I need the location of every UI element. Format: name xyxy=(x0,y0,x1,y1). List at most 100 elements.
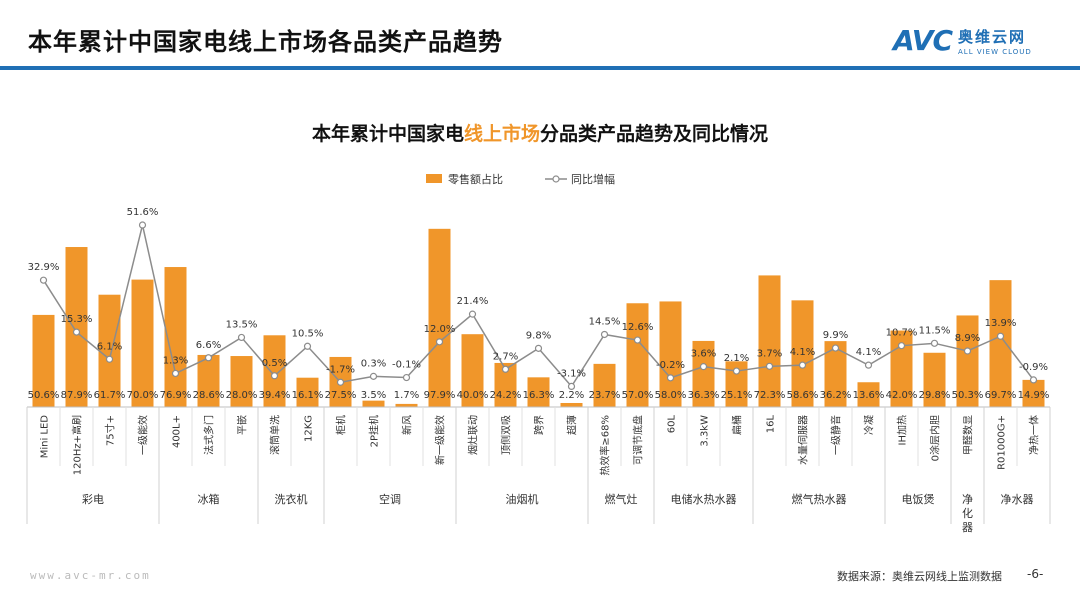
page-title: 本年累计中国家电线上市场各品类产品趋势 xyxy=(28,28,503,56)
share-bar xyxy=(32,314,55,407)
share-bar xyxy=(758,275,781,407)
share-bar xyxy=(461,334,484,407)
share-bar xyxy=(164,267,187,407)
share-value-label: 16.1% xyxy=(292,390,324,401)
growth-value-label: 4.1% xyxy=(856,347,881,358)
category-tick-label: 新一级能效 xyxy=(434,415,447,465)
share-bar xyxy=(857,382,880,407)
share-value-label: 27.5% xyxy=(325,390,357,401)
growth-value-label: 0.5% xyxy=(262,358,287,369)
growth-point xyxy=(171,369,180,378)
share-value-label: 23.7% xyxy=(589,390,621,401)
share-bar xyxy=(65,247,88,407)
growth-point xyxy=(468,310,477,318)
category-tick-label: 0涂层内胆 xyxy=(929,415,942,461)
group-label: 空调 xyxy=(379,492,401,506)
category-tick-label: 一级能效 xyxy=(137,415,150,455)
chart-title-suffix: 分品类产品趋势及同比情况 xyxy=(540,123,769,145)
growth-value-label: 0.3% xyxy=(361,358,386,369)
growth-value-label: -0.1% xyxy=(392,360,421,371)
category-tick-label: 3.3kW xyxy=(700,415,711,447)
growth-point xyxy=(237,333,246,342)
growth-value-label: 8.9% xyxy=(955,333,980,344)
growth-value-label: -3.1% xyxy=(557,368,586,379)
growth-value-label: 13.5% xyxy=(226,319,258,330)
share-value-label: 28.6% xyxy=(193,390,225,401)
share-bar xyxy=(296,377,319,407)
group-label: 彩电 xyxy=(82,493,104,506)
chart-title: 本年累计中国家电线上市场分品类产品趋势及同比情况 xyxy=(0,119,1080,146)
share-bar xyxy=(428,228,451,407)
share-value-label: 42.0% xyxy=(886,390,918,401)
share-bar xyxy=(362,400,385,407)
growth-point xyxy=(138,221,147,229)
share-bar xyxy=(692,340,715,407)
logo-english-name: ALL VIEW CLOUD xyxy=(958,47,1032,56)
category-tick-label: 75寸+ xyxy=(104,415,117,446)
category-tick-label: Mini LED xyxy=(40,415,51,459)
growth-value-label: 9.8% xyxy=(526,330,551,341)
growth-point xyxy=(567,382,576,390)
share-value-label: 58.6% xyxy=(787,390,819,401)
footer-url: www.avc-mr.com xyxy=(30,569,151,582)
growth-point xyxy=(963,347,972,355)
group-label: 洗衣机 xyxy=(275,492,308,506)
growth-value-label: 11.5% xyxy=(919,325,951,336)
growth-point xyxy=(270,372,279,380)
category-tick-label: 水量伺服器 xyxy=(797,415,810,465)
share-bar xyxy=(98,294,121,407)
growth-point xyxy=(303,342,312,350)
category-tick-label: IH加热 xyxy=(896,415,909,445)
chart-legend: 零售额占比 同比增幅 xyxy=(426,172,615,186)
growth-point xyxy=(831,344,840,352)
share-bar xyxy=(824,341,847,407)
share-value-label: 13.6% xyxy=(853,390,885,401)
growth-point xyxy=(633,336,642,344)
category-tick-label: 120Hz+高刷 xyxy=(71,415,84,475)
growth-value-label: 3.7% xyxy=(757,348,782,359)
growth-point xyxy=(1029,376,1038,384)
growth-value-label: 3.6% xyxy=(691,349,716,360)
category-tick-label: 热效率≥68% xyxy=(599,415,612,476)
group-label: 燃气热水器 xyxy=(792,492,847,506)
share-value-label: 40.0% xyxy=(457,390,489,401)
share-value-label: 36.2% xyxy=(820,390,852,401)
growth-value-label: 10.7% xyxy=(886,328,918,339)
category-tick-label: 净热一体 xyxy=(1028,415,1041,455)
group-label: 净水器 xyxy=(1001,492,1034,506)
growth-value-label: 10.5% xyxy=(292,328,324,339)
share-value-label: 2.2% xyxy=(559,390,584,401)
share-bar xyxy=(791,300,814,407)
growth-value-label: -1.7% xyxy=(326,364,355,375)
growth-value-label: 12.0% xyxy=(424,324,456,335)
share-value-label: 61.7% xyxy=(94,390,126,401)
share-bar xyxy=(1022,379,1045,407)
share-value-label: 25.1% xyxy=(721,390,753,401)
share-value-label: 70.0% xyxy=(127,390,159,401)
share-bar xyxy=(131,279,154,407)
growth-value-label: 2.1% xyxy=(724,353,749,364)
category-tick-label: 法式多门 xyxy=(203,415,216,455)
category-tick-label: 跨界 xyxy=(534,415,546,435)
growth-point xyxy=(105,355,114,363)
category-tick-label: 滚筒单洗 xyxy=(269,415,282,455)
share-bar xyxy=(230,356,253,407)
growth-value-label: 9.9% xyxy=(823,330,848,341)
share-bar xyxy=(725,361,748,407)
growth-value-label: -0.2% xyxy=(656,360,685,371)
group-label: 净 xyxy=(962,492,973,506)
share-bar xyxy=(560,402,583,407)
category-tick-label: R01000G+ xyxy=(997,415,1008,470)
legend-share-label: 零售额占比 xyxy=(448,172,503,186)
group-label: 电饭煲 xyxy=(902,493,935,506)
brand-logo: AVC 奥维云网 ALL VIEW CLOUD xyxy=(893,24,1032,57)
share-value-label: 87.9% xyxy=(61,390,93,401)
legend-share-swatch xyxy=(426,174,442,183)
share-bar xyxy=(626,303,649,407)
share-value-label: 72.3% xyxy=(754,390,786,401)
growth-value-label: 1.3% xyxy=(163,355,188,366)
growth-value-label: 21.4% xyxy=(457,296,489,307)
growth-point xyxy=(798,361,807,369)
group-label: 电储水热水器 xyxy=(671,492,737,506)
